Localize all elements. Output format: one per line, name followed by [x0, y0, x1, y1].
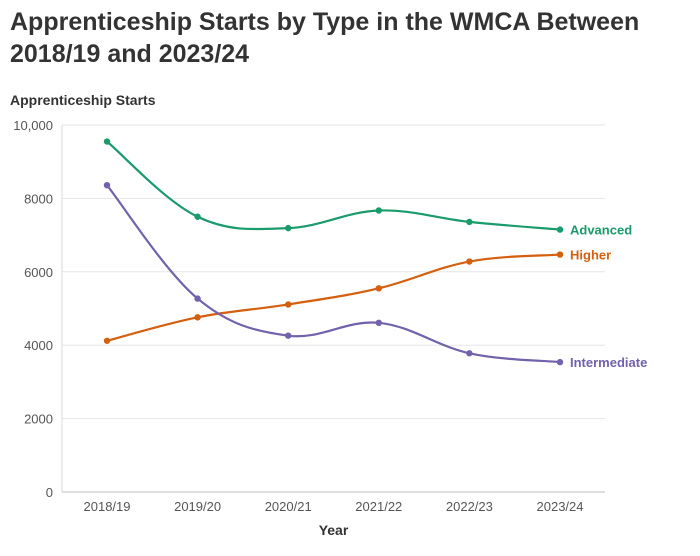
advanced-point: [556, 226, 564, 233]
higher-point: [103, 337, 111, 344]
intermediate-point: [194, 295, 201, 302]
higher-point: [285, 301, 292, 308]
intermediate-line: [105, 184, 562, 364]
higher-point: [194, 314, 201, 321]
intermediate-point: [556, 358, 564, 366]
x-tick-label: 2022/23: [446, 499, 493, 514]
advanced-series-label: Advanced: [570, 223, 632, 238]
higher-point: [466, 258, 473, 265]
advanced-point: [103, 138, 111, 145]
higher-series-label: Higher: [570, 248, 611, 263]
x-tick-label: 2020/21: [265, 499, 312, 514]
y-tick-label: 4000: [24, 338, 53, 353]
chart-title: Apprenticeship Starts by Type in the WMC…: [10, 8, 640, 68]
intermediate-series-label: Intermediate: [570, 355, 647, 370]
advanced-point: [375, 207, 382, 214]
advanced-point: [466, 218, 473, 226]
y-axis-title: Apprenticeship Starts: [10, 92, 156, 108]
series-points: [103, 138, 564, 366]
x-tick-label: 2021/22: [355, 499, 402, 514]
advanced-line: [105, 140, 562, 231]
higher-point: [556, 251, 564, 258]
y-tick-label: 2000: [24, 412, 53, 427]
series-labels: Advanced Higher Intermediate: [570, 223, 647, 370]
x-tick-label: 2023/24: [537, 499, 584, 514]
x-axis-ticks: 2018/19 2019/20 2020/21 2021/22 2022/23 2023/…: [84, 499, 584, 514]
y-tick-label: 6000: [24, 265, 53, 280]
series-lines: [105, 140, 562, 364]
advanced-point: [194, 213, 201, 220]
higher-point: [375, 285, 382, 292]
intermediate-point: [103, 181, 111, 189]
intermediate-point: [285, 332, 292, 339]
x-tick-label: 2019/20: [174, 499, 221, 514]
x-axis-title: Year: [319, 522, 349, 538]
higher-line: [105, 253, 562, 342]
x-tick-label: 2018/19: [84, 499, 131, 514]
intermediate-point: [466, 350, 473, 357]
y-axis-ticks: 0 2000 4000 6000 8000 10,000: [13, 118, 53, 500]
y-tick-label: 8000: [24, 191, 53, 206]
y-tick-label: 10,000: [13, 118, 53, 133]
intermediate-point: [375, 319, 382, 327]
advanced-point: [285, 224, 292, 232]
gridlines: [61, 124, 605, 492]
y-tick-label: 0: [46, 485, 53, 500]
